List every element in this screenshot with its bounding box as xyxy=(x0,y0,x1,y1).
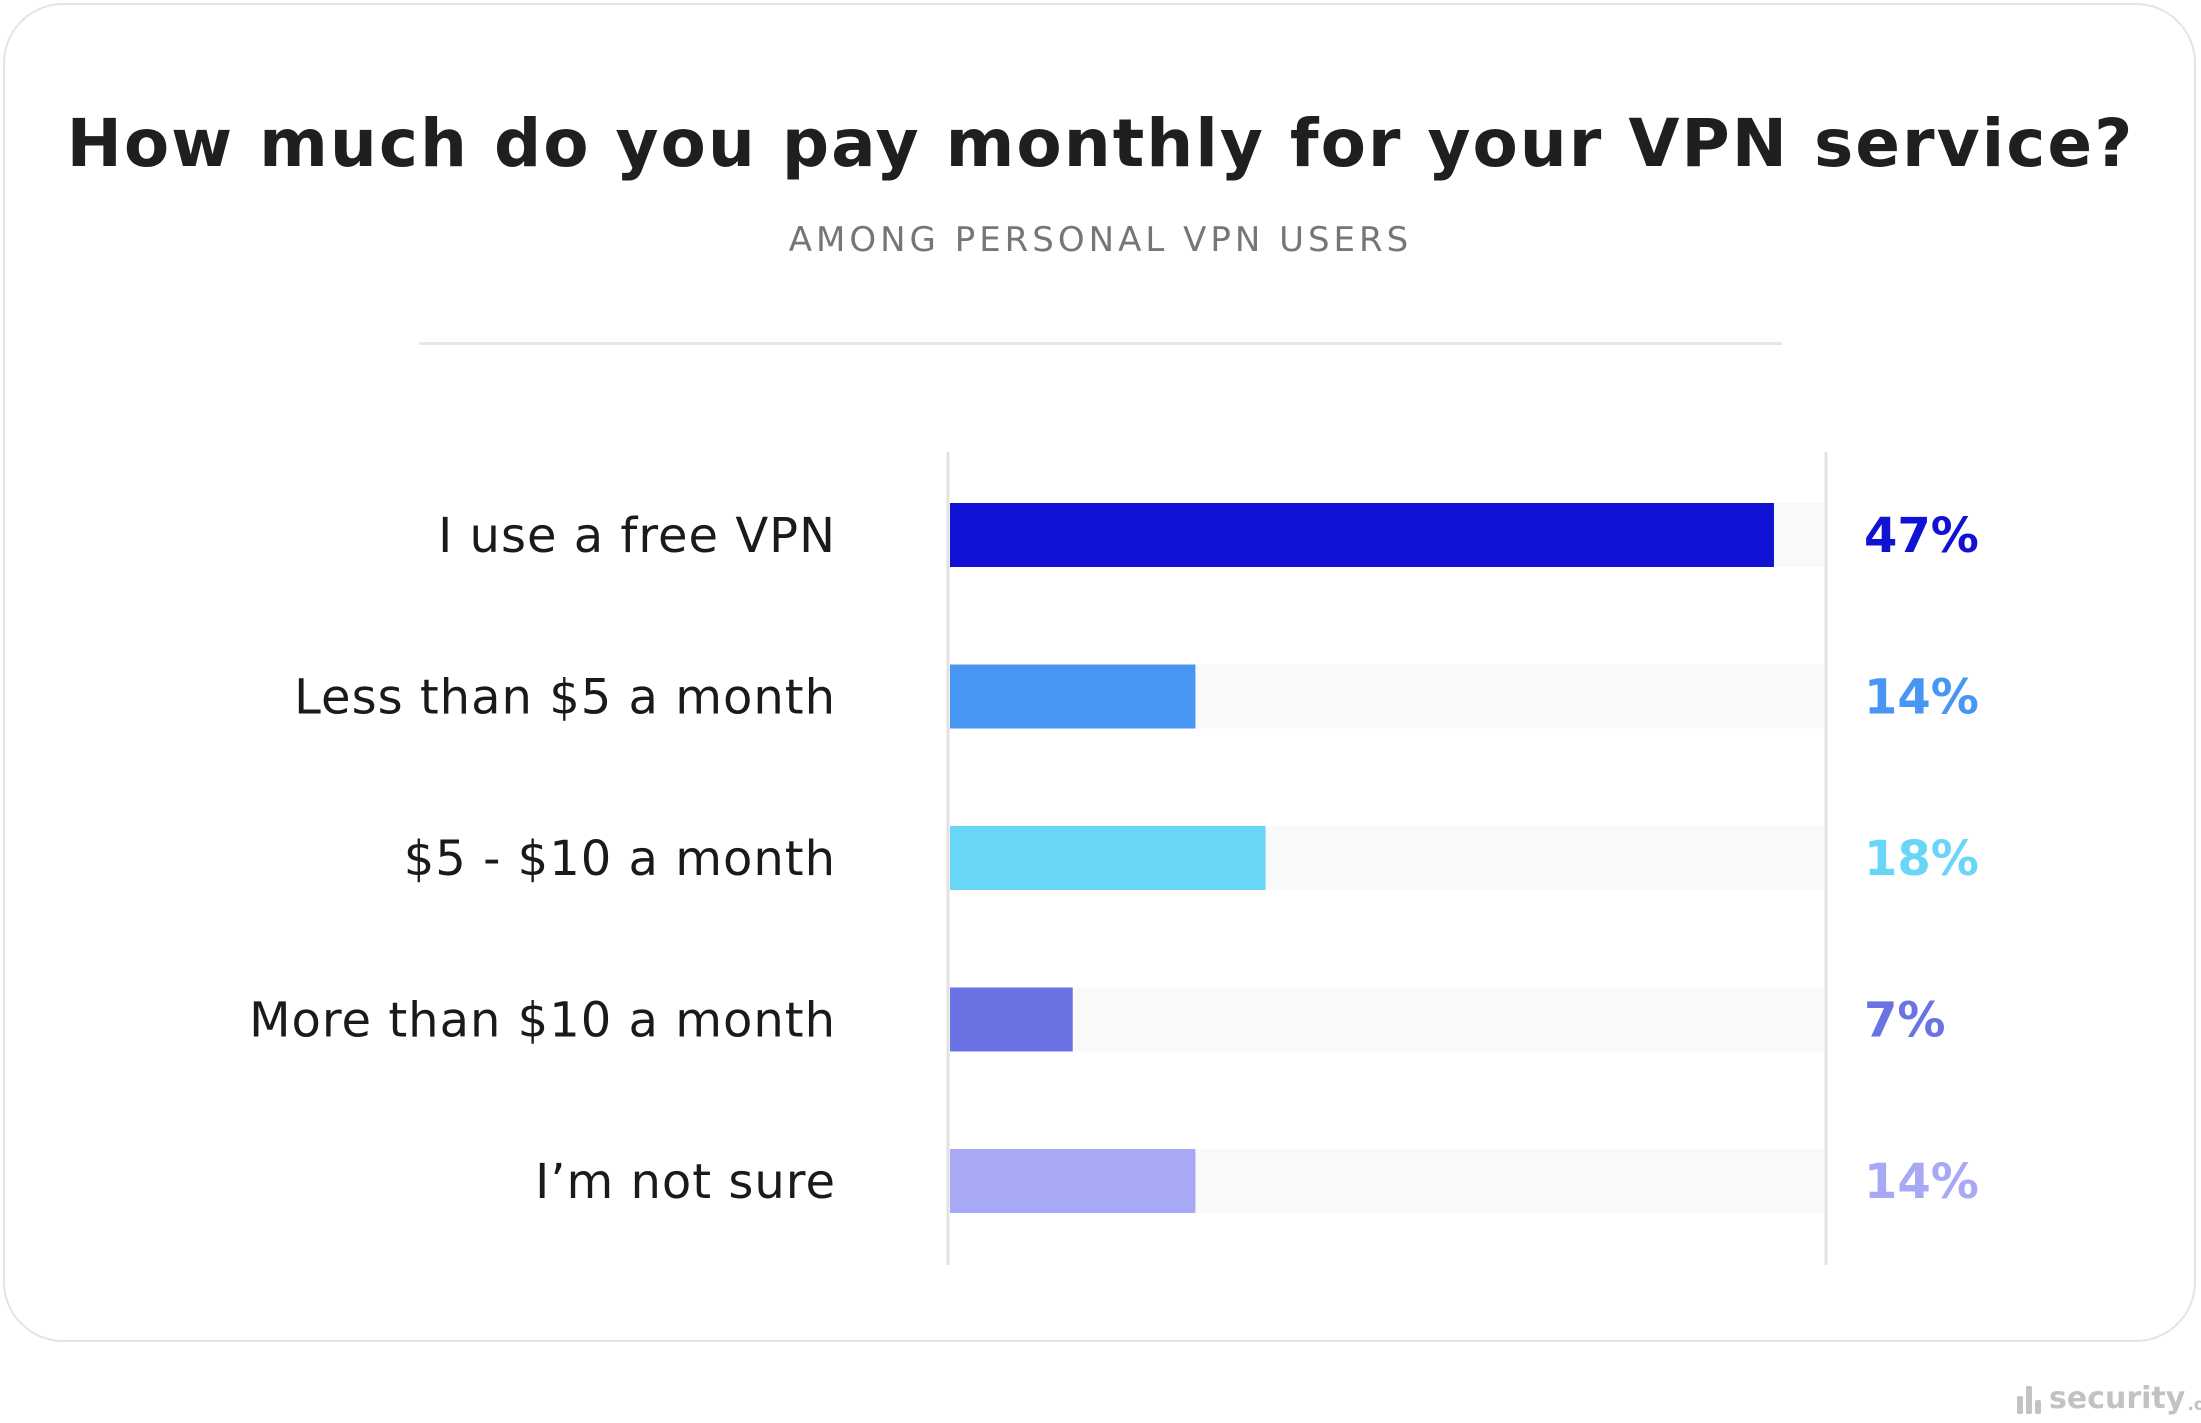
watermark: security .org xyxy=(2017,1382,2201,1416)
value-label: 14% xyxy=(1864,670,1979,726)
security-logo-icon xyxy=(2017,1386,2043,1416)
header-divider xyxy=(419,342,1782,345)
watermark-name: security xyxy=(2049,1381,2186,1416)
bar-track xyxy=(950,987,1824,1052)
value-label: 14% xyxy=(1864,1154,1979,1210)
value-label: 18% xyxy=(1864,831,1979,887)
chart-subtitle: AMONG PERSONAL VPN USERS xyxy=(788,220,1413,260)
watermark-tld: .org xyxy=(2187,1395,2201,1415)
category-label: I use a free VPN xyxy=(438,508,836,564)
bar xyxy=(950,503,1774,567)
category-label: $5 - $10 a month xyxy=(404,831,836,887)
bar xyxy=(950,1149,1196,1213)
bar xyxy=(950,826,1266,890)
value-label: 7% xyxy=(1864,993,1946,1049)
chart-title: How much do you pay monthly for your VPN… xyxy=(66,105,2135,182)
category-label: Less than $5 a month xyxy=(294,670,836,726)
category-label: More than $10 a month xyxy=(249,993,836,1049)
category-label: I’m not sure xyxy=(535,1154,836,1210)
value-label: 47% xyxy=(1864,508,1979,564)
bar xyxy=(950,987,1073,1052)
bar xyxy=(950,664,1196,729)
